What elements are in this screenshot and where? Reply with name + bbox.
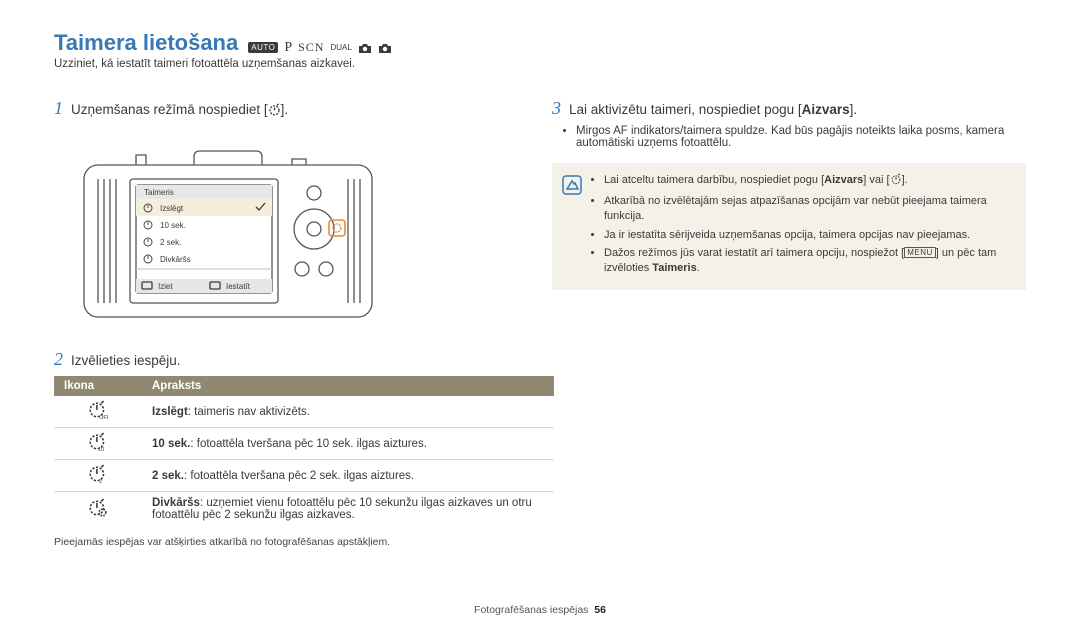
svg-text:10: 10 [98,447,104,452]
mode-scn-icon: SCN [298,40,324,55]
step-2-number: 2 [54,349,63,370]
info-item: Ja ir iestatīta sērijveida uzņemšanas op… [604,228,1012,243]
screen-item-2: 2 sek. [160,238,181,247]
svg-text:2: 2 [99,479,102,484]
step-1-number: 1 [54,98,63,119]
footer-section: Fotografēšanas iespējas [474,604,588,616]
step-3-before: Lai aktivizētu taimeri, nospiediet pogu … [569,102,802,117]
screen-set: Iestatīt [226,282,251,291]
info-item: Lai atceltu taimera darbību, nospiediet … [604,173,1012,190]
table-header-desc: Apraksts [142,376,554,396]
screen-exit: Iziet [158,282,173,291]
info-box: Lai atceltu taimera darbību, nospiediet … [552,163,1026,290]
screen-item-1: 10 sek. [160,221,186,230]
step-1-text: Uzņemšanas režīmā nospiediet []. [71,102,288,119]
row-icon: OFF [54,396,142,428]
row-icon [54,492,142,527]
row-desc: 2 sek.: fotoattēla tveršana pēc 2 sek. i… [142,460,554,492]
row-desc: Divkāršs: uzņemiet vienu fotoattēlu pēc … [142,492,554,527]
timer-icon [268,103,281,119]
screen-menu-title: Taimeris [144,188,174,197]
timer-icon [890,173,902,190]
step-3-bold: Aizvars [802,102,850,117]
intro-text: Uzziniet, kā iestatīt taimeri fotoattēla… [54,58,1026,70]
camera-illustration: Taimeris Izslēgt 10 sek. 2 sek. Divkāršs [74,129,394,329]
step-3-bullet-0: Mirgos AF indikators/taimera spuldze. Ka… [576,125,1026,149]
step-1: 1 Uzņemšanas režīmā nospiediet []. [54,98,528,119]
info-item: Atkarībā no izvēlētajām sejas atpazīšana… [604,194,1012,224]
mode-dual-icon: DUAL [330,43,351,52]
step-3: 3 Lai aktivizētu taimeri, nospiediet pog… [552,98,1026,119]
mode-p-icon: P [284,40,292,56]
table-header-icon: Ikona [54,376,142,396]
mode-camera2-icon [378,42,392,54]
step-3-after: ]. [850,102,858,117]
page-title: Taimera lietošana [54,30,238,56]
info-icon [562,175,582,280]
svg-text:OFF: OFF [99,415,108,420]
step-1-before: Uzņemšanas režīmā nospiediet [ [71,102,268,117]
screen-item-0: Izslēgt [160,204,184,213]
step-1-after: ]. [281,102,289,117]
row-icon: 10 [54,428,142,460]
step-2: 2 Izvēlieties iespēju. [54,349,528,370]
row-icon: 2 [54,460,142,492]
step-3-number: 3 [552,98,561,119]
footnote: Pieejamās iespējas var atšķirties atkarī… [54,536,528,548]
mode-icons: AUTO P SCN DUAL [248,40,392,56]
info-item: Dažos režīmos jūs varat iestatīt arī tai… [604,246,1012,276]
mode-camera1-icon [358,42,372,54]
options-table: Ikona Apraksts OFF Izslēgt: taimeris nav … [54,376,554,526]
page-footer: Fotografēšanas iespējas 56 [0,604,1080,616]
mode-auto-icon: AUTO [248,42,278,53]
row-desc: Izslēgt: taimeris nav aktivizēts. [142,396,554,428]
table-row: OFF Izslēgt: taimeris nav aktivizēts. [54,396,554,428]
row-desc: 10 sek.: fotoattēla tveršana pēc 10 sek.… [142,428,554,460]
step-3-bullets: Mirgos AF indikators/taimera spuldze. Ka… [576,125,1026,149]
screen-item-3: Divkāršs [160,255,191,264]
table-row: 2 2 sek.: fotoattēla tveršana pēc 2 sek. … [54,460,554,492]
table-row: Divkāršs: uzņemiet vienu fotoattēlu pēc … [54,492,554,527]
table-row: 10 10 sek.: fotoattēla tveršana pēc 10 se… [54,428,554,460]
step-2-text: Izvēlieties iespēju. [71,353,181,368]
footer-page: 56 [594,604,606,616]
menu-icon: MENU [904,247,936,258]
step-3-text: Lai aktivizētu taimeri, nospiediet pogu … [569,102,857,117]
